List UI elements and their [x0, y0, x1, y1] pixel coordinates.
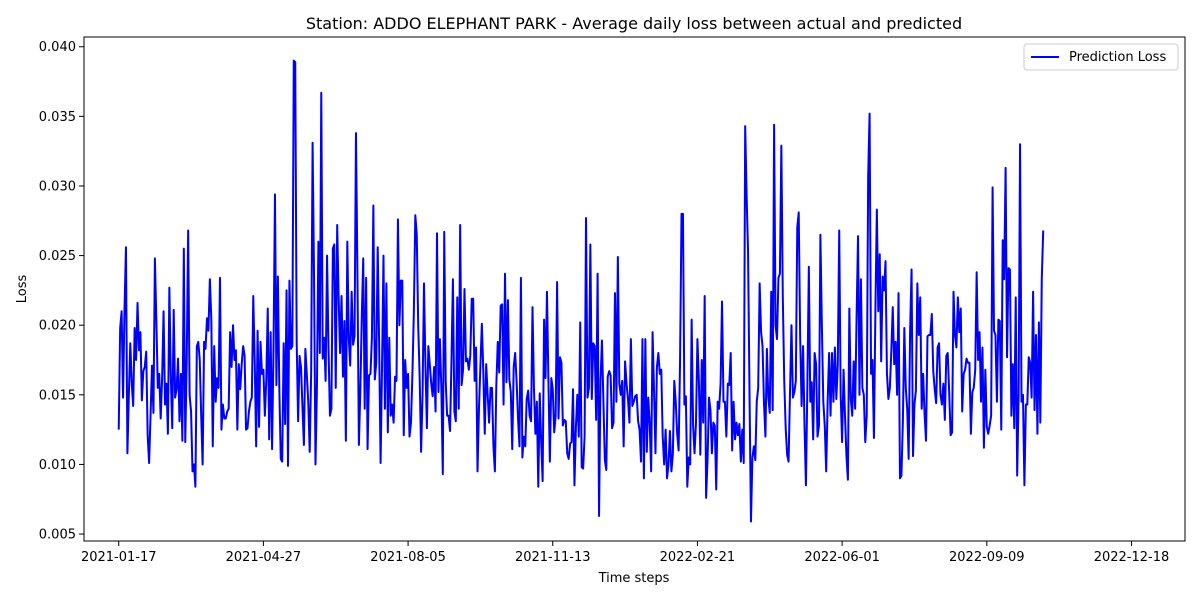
- y-tick-label: 0.020: [39, 319, 76, 334]
- series-line-prediction-loss: [117, 59, 1045, 523]
- y-tick-label: 0.030: [39, 179, 76, 194]
- x-tick-label: 2021-04-27: [226, 550, 302, 565]
- plot-frame: [83, 36, 1186, 542]
- x-tick-label: 2021-11-13: [515, 550, 591, 565]
- y-tick-label: 0.025: [39, 249, 76, 264]
- series-layer: [117, 59, 1045, 523]
- y-axis: 0.005 0.010 0.015 0.020 0.025 0.030 0.035 0.040: [39, 40, 84, 543]
- x-tick-label: 2022-06-01: [804, 550, 880, 565]
- y-tick-label: 0.005: [39, 528, 76, 543]
- legend-box: [1023, 43, 1179, 71]
- x-tick-label: 2022-02-21: [660, 550, 736, 565]
- y-axis-label: Loss: [15, 275, 30, 304]
- x-axis: 2021-01-17 2021-04-27 2021-08-05 2021-11-13…: [81, 541, 1169, 565]
- y-tick-label: 0.015: [39, 388, 76, 403]
- chart-title: Station: ADDO ELEPHANT PARK - Average da…: [306, 14, 962, 33]
- legend-label-prediction-loss: Prediction Loss: [1069, 50, 1166, 65]
- x-tick-label: 2022-12-18: [1094, 550, 1170, 565]
- y-tick-label: 0.040: [39, 40, 76, 55]
- x-tick-label: 2022-09-09: [949, 550, 1025, 565]
- y-tick-label: 0.010: [39, 458, 76, 473]
- x-tick-label: 2021-01-17: [81, 550, 157, 565]
- legend: Prediction Loss: [1023, 43, 1179, 71]
- x-axis-label: Time steps: [598, 571, 670, 586]
- y-tick-label: 0.035: [39, 110, 76, 125]
- x-tick-label: 2021-08-05: [370, 550, 446, 565]
